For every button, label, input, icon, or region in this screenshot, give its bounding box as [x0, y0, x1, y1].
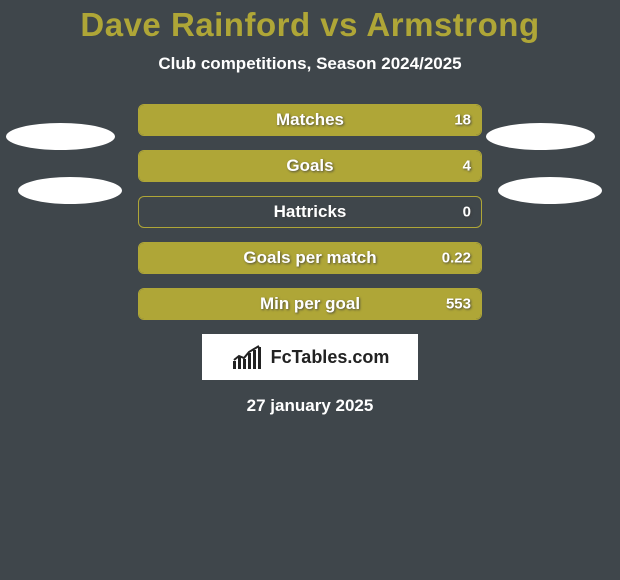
stat-value: 0.22 — [442, 250, 471, 267]
stat-value: 553 — [446, 296, 471, 313]
stat-label: Matches — [139, 110, 481, 130]
side-ellipse — [498, 177, 602, 204]
date-label: 27 january 2025 — [0, 396, 620, 416]
stat-row: Goals4 — [138, 150, 482, 182]
stats-container: Matches18 Goals4 Hattricks0 Goals per match… — [138, 104, 482, 320]
page-title: Dave Rainford vs Armstrong — [0, 0, 620, 44]
logo-chart-icon — [231, 345, 265, 369]
stat-label: Min per goal — [139, 294, 481, 314]
stat-row: Hattricks0 — [138, 196, 482, 228]
side-ellipse — [6, 123, 115, 150]
stat-value: 18 — [454, 112, 471, 129]
stat-value: 0 — [463, 204, 471, 221]
logo: FcTables.com — [202, 334, 418, 380]
stat-label: Goals per match — [139, 248, 481, 268]
stat-label: Goals — [139, 156, 481, 176]
subtitle: Club competitions, Season 2024/2025 — [0, 54, 620, 74]
stat-row: Min per goal553 — [138, 288, 482, 320]
stat-row: Matches18 — [138, 104, 482, 136]
stat-label: Hattricks — [139, 202, 481, 222]
side-ellipse — [18, 177, 122, 204]
logo-text: FcTables.com — [271, 347, 390, 368]
stat-value: 4 — [463, 158, 471, 175]
side-ellipse — [486, 123, 595, 150]
stat-row: Goals per match0.22 — [138, 242, 482, 274]
